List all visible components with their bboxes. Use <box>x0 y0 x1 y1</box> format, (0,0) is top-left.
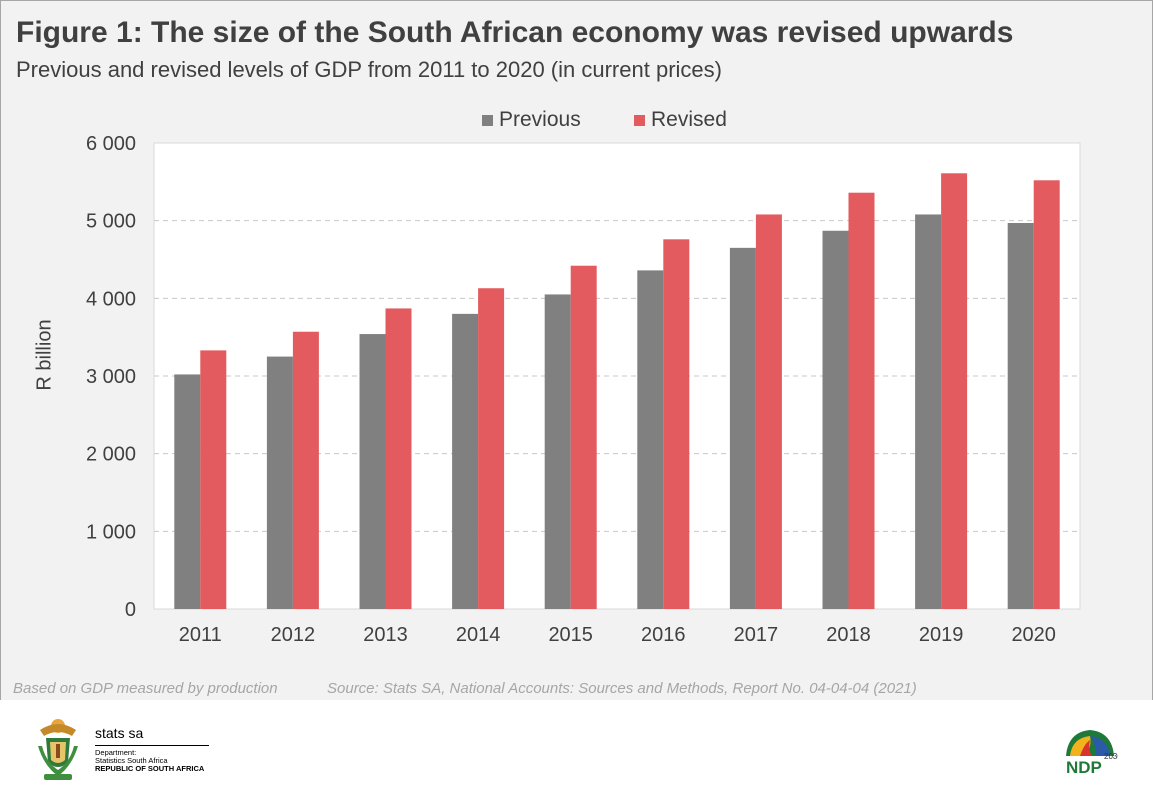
legend-swatch-previous <box>482 114 493 126</box>
bar-revised-2015 <box>570 265 597 609</box>
dept-line-1: Department: <box>95 748 137 757</box>
bar-revised-2018 <box>848 192 875 609</box>
bar-previous-2012 <box>266 356 293 609</box>
bar-revised-2016 <box>663 239 690 609</box>
brand-name: stats sa <box>95 725 144 741</box>
legend-label-revised: Revised <box>651 108 727 131</box>
ndp-2030-logo-icon: 2030 NDP <box>1066 730 1118 774</box>
x-tick-label: 2020 <box>1011 624 1056 646</box>
bar-previous-2019 <box>915 214 942 609</box>
y-tick-label: 6 000 <box>86 133 136 155</box>
x-tick-label: 2018 <box>826 624 871 646</box>
y-tick-label: 4 000 <box>86 288 136 310</box>
bar-previous-2011 <box>174 374 201 609</box>
bar-previous-2014 <box>452 313 479 609</box>
x-tick-labels: 2011 2012 2013 2014 2015 2016 2017 2018 2019 2020 <box>179 624 1056 646</box>
chart-legend: Previous Revised <box>0 108 1153 136</box>
x-tick-label: 2013 <box>363 624 408 646</box>
chart-subtitle: Previous and revised levels of GDP from … <box>16 57 722 82</box>
y-tick-label: 1 000 <box>86 521 136 543</box>
legend-label-previous: Previous <box>499 108 581 131</box>
bar-previous-2013 <box>359 334 386 609</box>
legend-item-revised: Revised <box>634 108 727 132</box>
legend-item-previous: Previous <box>482 108 581 132</box>
bar-revised-2020 <box>1033 180 1060 609</box>
chart-title: Figure 1: The size of the South African … <box>16 16 1014 49</box>
note-source: Source: Stats SA, National Accounts: Sou… <box>327 680 917 697</box>
y-tick-label: 2 000 <box>86 444 136 466</box>
bar-previous-2016 <box>637 270 664 609</box>
footer-bar <box>0 700 1153 794</box>
dept-line-2: Statistics South Africa <box>95 756 168 765</box>
x-tick-label: 2019 <box>919 624 964 646</box>
dept-line-3: REPUBLIC OF SOUTH AFRICA <box>95 764 205 773</box>
bar-chart: 0 1 000 2 000 3 000 4 000 5 000 6 000 2011 2012… <box>86 133 1081 646</box>
brand-divider <box>95 745 209 746</box>
bar-previous-2018 <box>822 230 849 609</box>
x-tick-label: 2015 <box>548 624 593 646</box>
x-tick-label: 2014 <box>456 624 501 646</box>
x-tick-label: 2012 <box>271 624 316 646</box>
bar-revised-2011 <box>200 350 227 609</box>
x-tick-label: 2011 <box>179 624 222 646</box>
y-tick-label: 3 000 <box>86 366 136 388</box>
y-tick-label: 0 <box>125 599 136 621</box>
bar-revised-2019 <box>941 173 968 610</box>
ndp-year: 2030 <box>1104 752 1118 761</box>
bar-revised-2013 <box>385 308 412 609</box>
bar-previous-2015 <box>544 294 571 609</box>
bar-previous-2020 <box>1007 222 1034 609</box>
bar-revised-2017 <box>755 214 782 609</box>
ndp-text: NDP <box>1066 758 1102 774</box>
coat-of-arms-icon <box>38 719 78 780</box>
x-tick-label: 2017 <box>734 624 779 646</box>
bar-revised-2014 <box>478 288 505 609</box>
y-tick-label: 5 000 <box>86 211 136 233</box>
x-tick-label: 2016 <box>641 624 686 646</box>
y-tick-labels: 0 1 000 2 000 3 000 4 000 5 000 6 000 <box>86 133 136 621</box>
department-block: Department: Statistics South Africa REPU… <box>95 749 204 773</box>
bar-revised-2012 <box>292 331 319 609</box>
bars <box>174 173 1060 610</box>
bar-previous-2017 <box>729 247 756 609</box>
legend-swatch-revised <box>634 114 645 126</box>
note-measurement: Based on GDP measured by production <box>13 680 278 697</box>
